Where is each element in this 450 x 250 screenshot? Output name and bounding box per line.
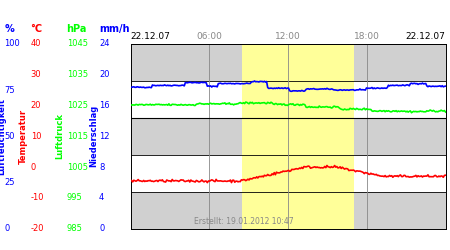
- Bar: [130, 118, 242, 155]
- Text: 30: 30: [31, 70, 41, 79]
- Text: Luftdruck: Luftdruck: [55, 113, 64, 159]
- Text: 22.12.07: 22.12.07: [130, 32, 171, 41]
- Text: Niederschlag: Niederschlag: [89, 105, 98, 168]
- Bar: [242, 155, 354, 192]
- Text: °C: °C: [31, 24, 43, 34]
- Bar: [354, 192, 446, 229]
- Text: 20: 20: [99, 70, 109, 79]
- Text: -10: -10: [31, 194, 44, 202]
- Text: 1015: 1015: [67, 132, 88, 141]
- Text: 1045: 1045: [67, 39, 88, 48]
- Text: 100: 100: [4, 39, 20, 48]
- Text: 1025: 1025: [67, 101, 88, 110]
- Text: -20: -20: [31, 224, 44, 233]
- Text: 18:00: 18:00: [354, 32, 380, 41]
- Bar: [130, 192, 242, 229]
- Text: 12: 12: [99, 132, 109, 141]
- Text: 0: 0: [99, 224, 104, 233]
- Text: 75: 75: [4, 86, 15, 94]
- Text: 22.12.07: 22.12.07: [405, 32, 446, 41]
- Text: 0: 0: [4, 224, 10, 233]
- Text: 40: 40: [31, 39, 41, 48]
- Text: %: %: [4, 24, 14, 34]
- Text: Luftfeuchtigkeit: Luftfeuchtigkeit: [0, 98, 6, 175]
- Bar: [242, 118, 354, 155]
- Bar: [130, 155, 242, 192]
- Text: 4: 4: [99, 194, 104, 202]
- Text: 06:00: 06:00: [196, 32, 222, 41]
- Bar: [242, 81, 354, 118]
- Text: 1035: 1035: [67, 70, 88, 79]
- Text: 24: 24: [99, 39, 109, 48]
- Bar: [130, 81, 242, 118]
- Text: 10: 10: [31, 132, 41, 141]
- Bar: [242, 192, 354, 229]
- Text: 20: 20: [31, 101, 41, 110]
- Text: 50: 50: [4, 132, 15, 141]
- Text: mm/h: mm/h: [99, 24, 130, 34]
- Bar: [242, 44, 354, 81]
- Bar: [354, 81, 446, 118]
- Text: Temperatur: Temperatur: [19, 109, 28, 164]
- Bar: [354, 155, 446, 192]
- Text: hPa: hPa: [67, 24, 87, 34]
- Text: 8: 8: [99, 162, 104, 172]
- Text: 25: 25: [4, 178, 15, 187]
- Bar: [354, 44, 446, 81]
- Text: 12:00: 12:00: [275, 32, 301, 41]
- Text: 16: 16: [99, 101, 110, 110]
- Text: Erstellt: 19.01.2012 10:47: Erstellt: 19.01.2012 10:47: [194, 217, 294, 226]
- Text: 0: 0: [31, 162, 36, 172]
- Bar: [354, 118, 446, 155]
- Bar: [130, 44, 242, 81]
- Text: 985: 985: [67, 224, 82, 233]
- Text: 1005: 1005: [67, 162, 88, 172]
- Text: 995: 995: [67, 194, 82, 202]
